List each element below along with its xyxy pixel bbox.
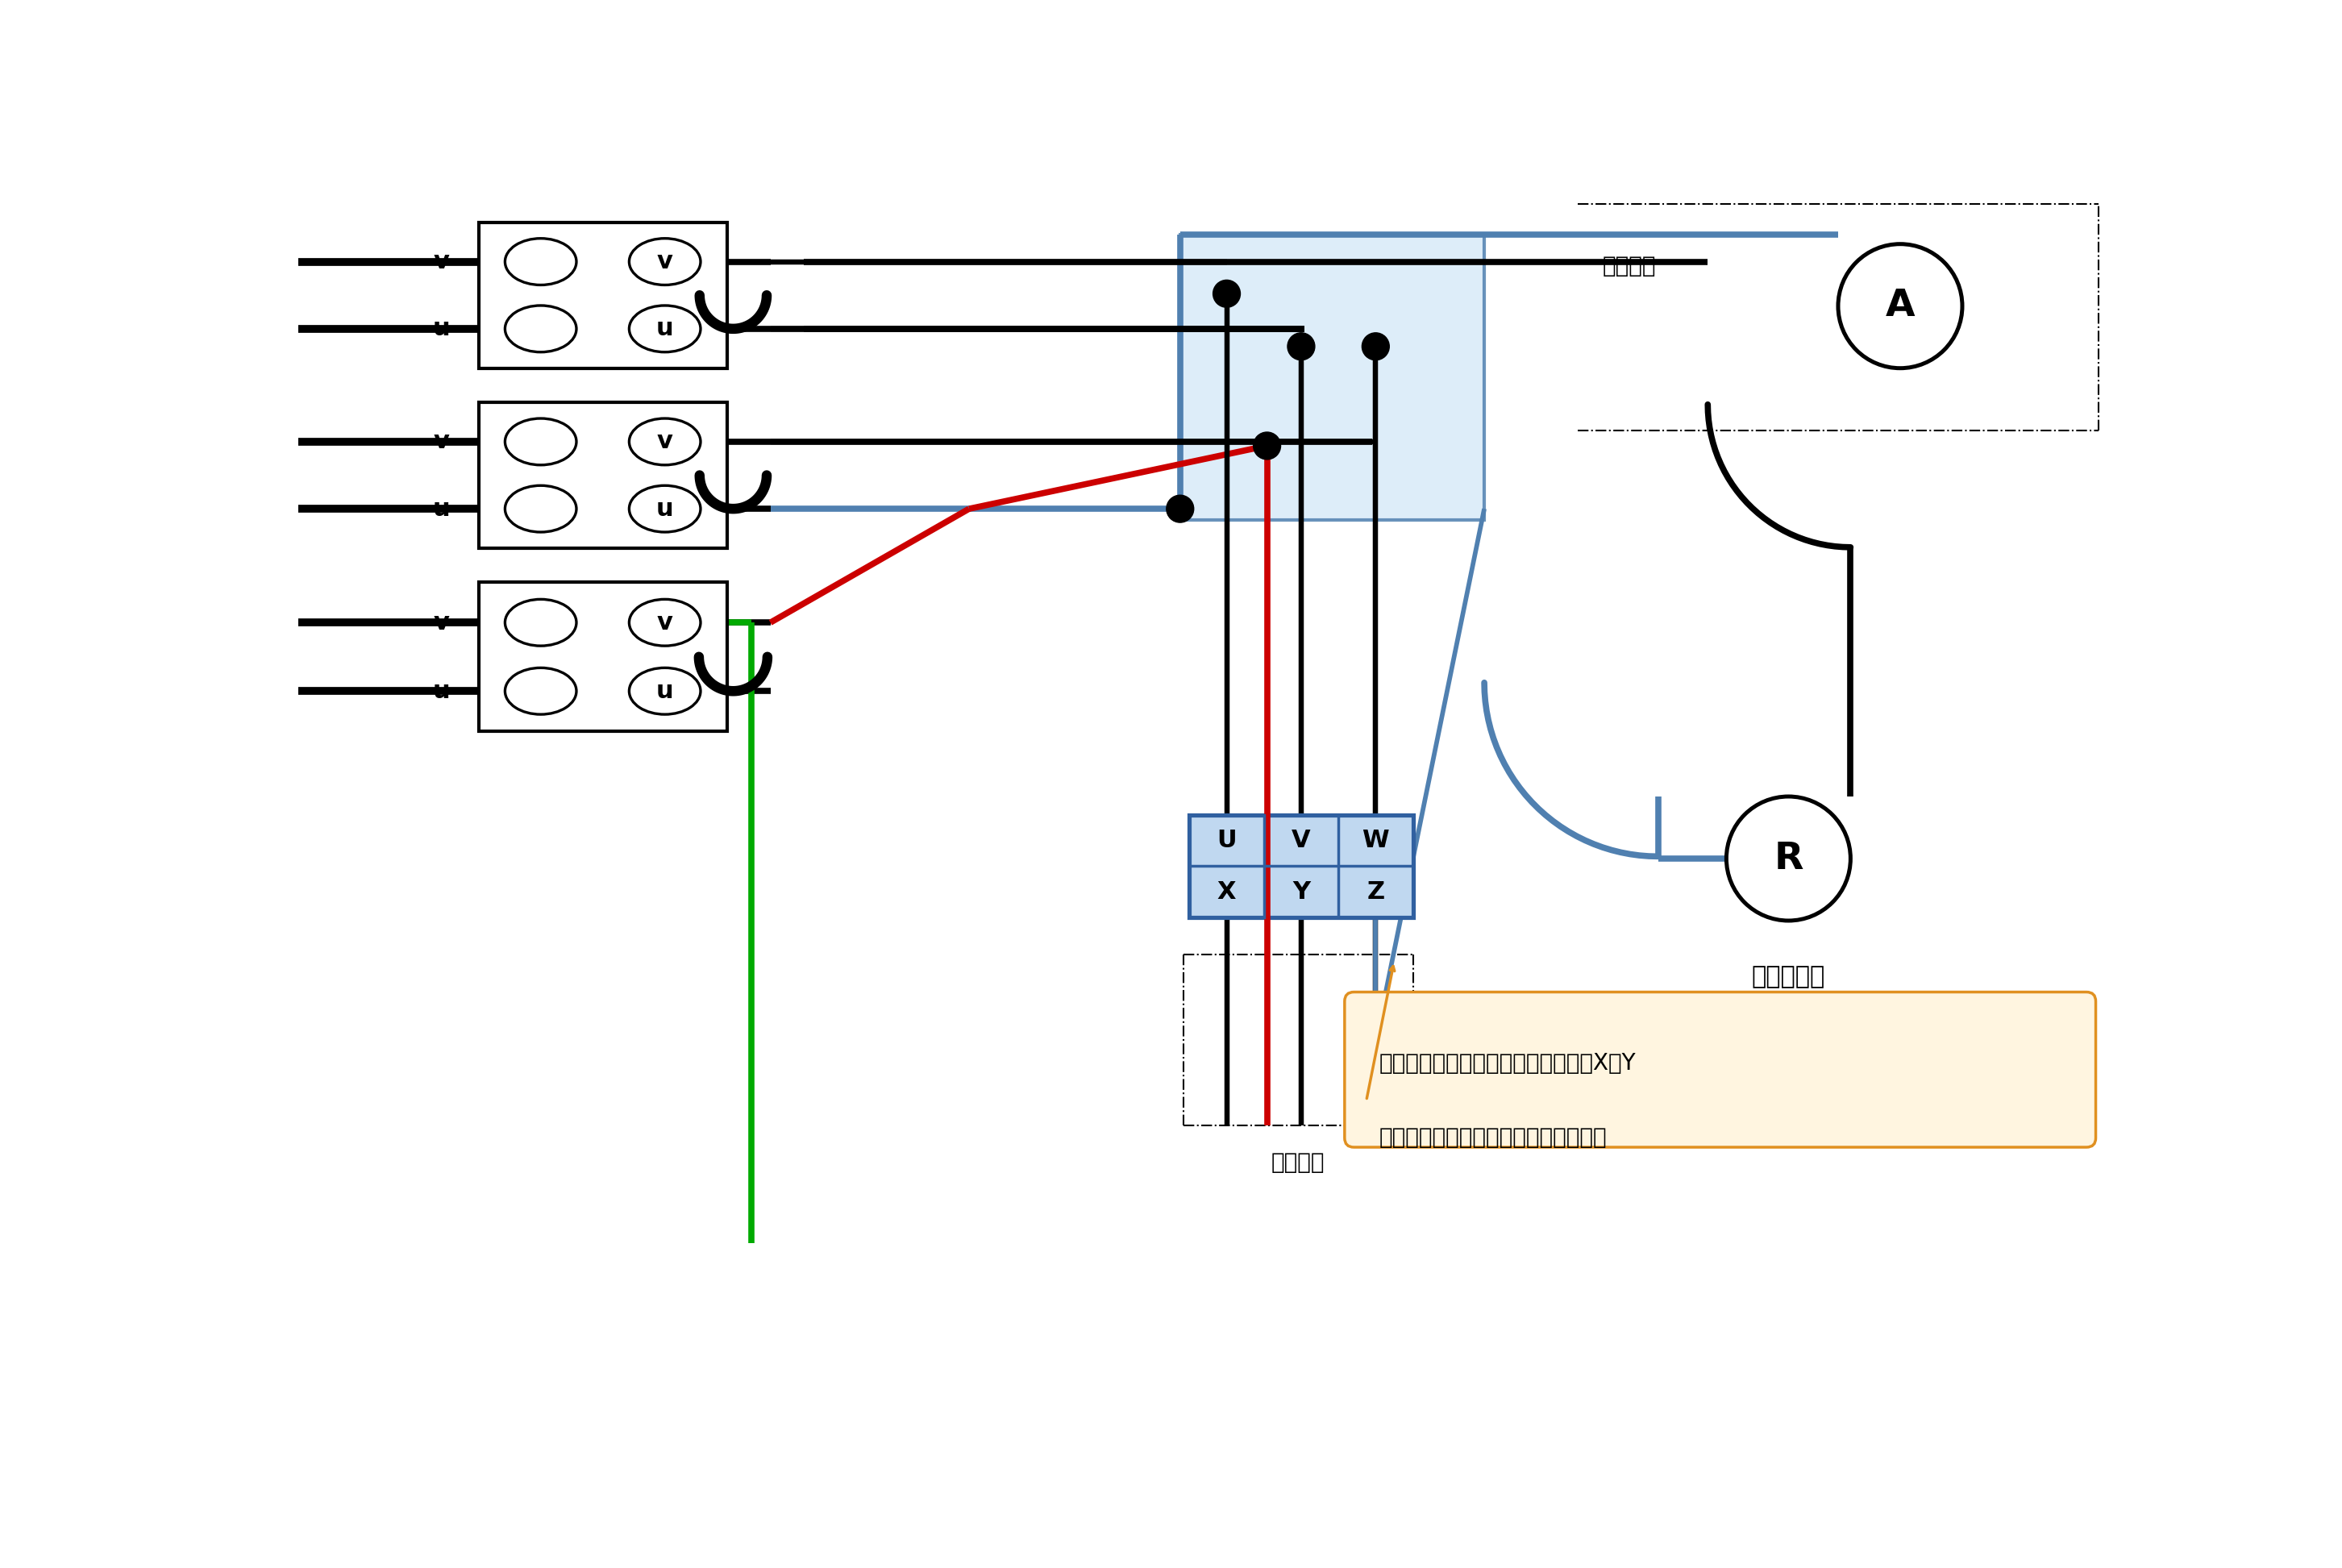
Text: X: X	[1218, 880, 1237, 903]
Ellipse shape	[630, 419, 700, 466]
Text: Z: Z	[1368, 880, 1384, 903]
Text: v: v	[433, 612, 450, 633]
Text: W: W	[1363, 829, 1389, 853]
Circle shape	[1213, 281, 1241, 307]
Text: u: u	[656, 317, 674, 340]
Ellipse shape	[630, 599, 700, 646]
Text: U: U	[1218, 829, 1237, 853]
Ellipse shape	[630, 668, 700, 715]
Text: u: u	[656, 679, 674, 702]
Text: u: u	[433, 679, 450, 702]
Circle shape	[1166, 495, 1194, 522]
Circle shape	[1726, 797, 1850, 920]
Circle shape	[1363, 332, 1389, 361]
Text: Y: Y	[1293, 880, 1309, 903]
Bar	[1190, 815, 1412, 917]
Text: 運転表示灯: 運転表示灯	[1752, 964, 1824, 988]
Circle shape	[1253, 433, 1281, 459]
Text: V: V	[1293, 829, 1312, 853]
Text: v: v	[656, 249, 672, 273]
Ellipse shape	[506, 306, 576, 353]
Text: R: R	[1773, 840, 1803, 877]
Circle shape	[1838, 245, 1963, 368]
Ellipse shape	[506, 599, 576, 646]
Text: v: v	[656, 430, 672, 453]
Ellipse shape	[506, 238, 576, 285]
Text: u: u	[656, 497, 674, 521]
Ellipse shape	[506, 486, 576, 532]
Text: 施工省略: 施工省略	[1272, 1151, 1326, 1174]
Ellipse shape	[630, 238, 700, 285]
Text: A: A	[1885, 289, 1916, 325]
Ellipse shape	[630, 486, 700, 532]
Text: v: v	[433, 430, 450, 453]
Ellipse shape	[506, 419, 576, 466]
Text: u: u	[433, 497, 450, 521]
Ellipse shape	[630, 306, 700, 353]
Text: v: v	[433, 249, 450, 273]
Bar	[478, 403, 726, 549]
Bar	[1180, 235, 1485, 521]
Text: 運転表示灯の接続は施工条件によりX相Y: 運転表示灯の接続は施工条件によりX相Y	[1379, 1052, 1635, 1074]
Bar	[478, 223, 726, 368]
Text: u: u	[433, 317, 450, 340]
Text: 相間に施工が変わる場合があります。: 相間に施工が変わる場合があります。	[1379, 1127, 1607, 1149]
Text: v: v	[656, 612, 672, 633]
Text: 施工省略: 施工省略	[1602, 254, 1656, 278]
Ellipse shape	[506, 668, 576, 715]
FancyBboxPatch shape	[1344, 993, 2096, 1148]
Bar	[478, 582, 726, 731]
Circle shape	[1288, 332, 1314, 361]
